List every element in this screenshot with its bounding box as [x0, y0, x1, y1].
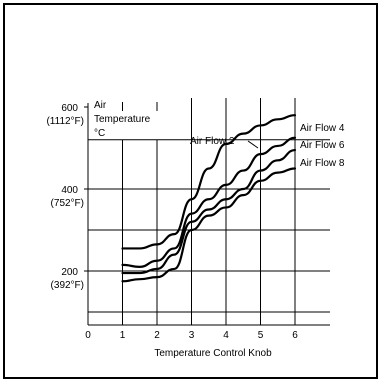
x-tick-label: 3	[189, 330, 195, 341]
axis-ticks: 0 1 2 3 4 5 6 600 (1112°F) 400 (752°F) 200 (392°F)	[46, 103, 298, 341]
series-labels: Air Flow 2 Air Flow 4 Air Flow 6 Air Flow 8	[190, 123, 345, 169]
series-line-1	[121, 114, 297, 250]
series-line-2	[121, 136, 297, 268]
series-line-3	[121, 148, 297, 275]
series-label-2: Air Flow 4	[300, 123, 345, 134]
x-tick-label: 6	[292, 330, 298, 341]
series-label-leader	[247, 140, 259, 149]
series-curves	[121, 114, 297, 283]
y-tick-sublabel: (1112°F)	[46, 116, 84, 127]
series-label-3: Air Flow 6	[300, 140, 345, 151]
x-tick-label: 5	[258, 330, 264, 341]
y-tick-label: 400	[61, 185, 78, 196]
x-tick-label: 1	[120, 330, 126, 341]
series-label-1: Air Flow 2	[190, 136, 235, 147]
y-tick-sublabel: (752°F)	[51, 198, 84, 209]
x-tick-label: 4	[223, 330, 229, 341]
y-axis-label-line-3: °C	[94, 128, 105, 139]
y-tick-label: 200	[61, 267, 78, 278]
x-axis-label: Temperature Control Knob	[154, 348, 272, 359]
y-axis-label-line-2: Temperature	[94, 114, 151, 125]
y-tick-sublabel: (392°F)	[51, 280, 84, 291]
series-label-4: Air Flow 8	[300, 158, 345, 169]
x-tick-label: 0	[85, 330, 91, 341]
y-axis-label-line-1: Air	[94, 100, 107, 111]
grid	[87, 98, 330, 326]
chart-frame	[3, 3, 378, 379]
series-line-4	[121, 167, 297, 283]
y-tick-label: 600	[61, 103, 78, 114]
x-tick-label: 2	[154, 330, 160, 341]
